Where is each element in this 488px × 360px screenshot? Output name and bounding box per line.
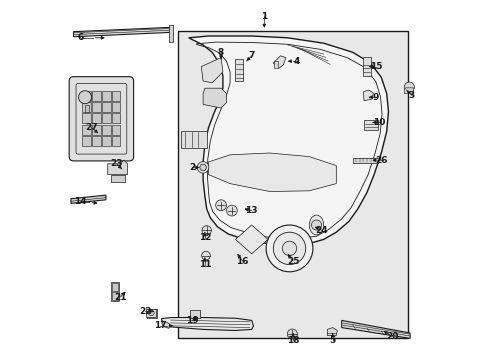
Text: 23: 23 bbox=[110, 159, 122, 168]
Circle shape bbox=[200, 164, 206, 171]
Polygon shape bbox=[168, 25, 173, 42]
Polygon shape bbox=[363, 90, 373, 101]
FancyBboxPatch shape bbox=[102, 91, 110, 101]
Text: 9: 9 bbox=[372, 93, 378, 102]
FancyBboxPatch shape bbox=[111, 102, 120, 112]
Polygon shape bbox=[326, 328, 337, 336]
Circle shape bbox=[282, 241, 296, 256]
FancyBboxPatch shape bbox=[82, 136, 91, 146]
Text: 17: 17 bbox=[153, 321, 166, 330]
FancyBboxPatch shape bbox=[85, 105, 89, 112]
FancyBboxPatch shape bbox=[362, 57, 370, 76]
FancyBboxPatch shape bbox=[82, 113, 91, 123]
Text: 4: 4 bbox=[293, 57, 299, 66]
Polygon shape bbox=[235, 225, 267, 254]
Circle shape bbox=[226, 205, 237, 216]
Text: 7: 7 bbox=[248, 51, 254, 60]
Circle shape bbox=[404, 82, 413, 92]
Polygon shape bbox=[203, 88, 226, 108]
Circle shape bbox=[215, 200, 226, 211]
Text: 3: 3 bbox=[408, 91, 414, 100]
FancyBboxPatch shape bbox=[235, 59, 243, 81]
Polygon shape bbox=[352, 158, 377, 163]
Circle shape bbox=[265, 225, 312, 272]
Text: 21: 21 bbox=[114, 292, 126, 302]
Circle shape bbox=[202, 226, 211, 235]
FancyBboxPatch shape bbox=[112, 283, 118, 291]
Circle shape bbox=[147, 310, 153, 316]
FancyBboxPatch shape bbox=[146, 309, 156, 317]
Text: 8: 8 bbox=[218, 48, 224, 57]
FancyBboxPatch shape bbox=[111, 282, 119, 301]
FancyBboxPatch shape bbox=[363, 120, 378, 130]
Circle shape bbox=[79, 91, 91, 104]
Polygon shape bbox=[188, 36, 387, 245]
Polygon shape bbox=[162, 321, 169, 328]
Text: 26: 26 bbox=[374, 156, 387, 165]
Polygon shape bbox=[201, 58, 223, 83]
FancyBboxPatch shape bbox=[92, 136, 101, 146]
Polygon shape bbox=[404, 88, 413, 94]
Text: 19: 19 bbox=[185, 316, 198, 325]
FancyBboxPatch shape bbox=[102, 102, 110, 112]
Circle shape bbox=[287, 329, 297, 339]
Circle shape bbox=[197, 162, 208, 173]
FancyBboxPatch shape bbox=[102, 136, 110, 146]
FancyBboxPatch shape bbox=[111, 125, 120, 135]
FancyBboxPatch shape bbox=[273, 61, 278, 68]
Polygon shape bbox=[341, 320, 409, 338]
FancyBboxPatch shape bbox=[178, 31, 407, 338]
FancyBboxPatch shape bbox=[111, 113, 120, 123]
Circle shape bbox=[201, 251, 210, 260]
Circle shape bbox=[273, 232, 305, 265]
Polygon shape bbox=[162, 318, 253, 330]
Text: 13: 13 bbox=[245, 206, 258, 215]
FancyBboxPatch shape bbox=[82, 91, 91, 101]
Polygon shape bbox=[181, 131, 206, 148]
FancyBboxPatch shape bbox=[112, 292, 118, 300]
Text: 22: 22 bbox=[139, 307, 151, 316]
Polygon shape bbox=[107, 160, 127, 175]
FancyBboxPatch shape bbox=[92, 91, 101, 101]
FancyBboxPatch shape bbox=[189, 310, 200, 318]
Text: 18: 18 bbox=[286, 336, 299, 345]
Ellipse shape bbox=[309, 215, 323, 235]
Polygon shape bbox=[273, 56, 285, 68]
FancyBboxPatch shape bbox=[92, 102, 101, 112]
Text: 10: 10 bbox=[372, 118, 385, 127]
FancyBboxPatch shape bbox=[146, 309, 157, 318]
Polygon shape bbox=[73, 27, 170, 37]
FancyBboxPatch shape bbox=[102, 125, 110, 135]
Text: 14: 14 bbox=[74, 197, 87, 206]
Text: 16: 16 bbox=[236, 256, 248, 265]
FancyBboxPatch shape bbox=[92, 113, 101, 123]
Text: 1: 1 bbox=[261, 12, 267, 21]
Polygon shape bbox=[208, 153, 336, 192]
FancyBboxPatch shape bbox=[82, 125, 91, 135]
FancyBboxPatch shape bbox=[111, 136, 120, 146]
Text: 20: 20 bbox=[385, 332, 397, 341]
FancyBboxPatch shape bbox=[102, 113, 110, 123]
FancyBboxPatch shape bbox=[92, 125, 101, 135]
Text: 11: 11 bbox=[198, 260, 211, 269]
Polygon shape bbox=[71, 195, 106, 203]
FancyBboxPatch shape bbox=[111, 91, 120, 101]
FancyBboxPatch shape bbox=[69, 77, 133, 161]
FancyBboxPatch shape bbox=[111, 175, 125, 182]
Text: 27: 27 bbox=[85, 123, 98, 132]
Text: 5: 5 bbox=[329, 336, 335, 345]
Circle shape bbox=[311, 220, 321, 230]
Text: 25: 25 bbox=[286, 256, 299, 265]
FancyBboxPatch shape bbox=[82, 102, 91, 112]
Text: 6: 6 bbox=[78, 33, 83, 42]
Text: 24: 24 bbox=[315, 226, 327, 235]
Circle shape bbox=[148, 310, 154, 316]
Text: 15: 15 bbox=[369, 62, 381, 71]
Text: 2: 2 bbox=[189, 163, 195, 172]
Text: 12: 12 bbox=[198, 233, 211, 242]
